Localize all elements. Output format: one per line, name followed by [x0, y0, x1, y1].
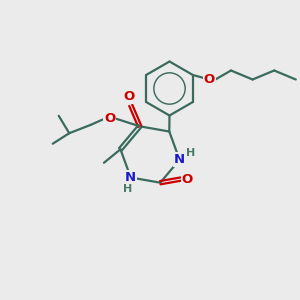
Text: O: O: [204, 73, 215, 86]
Text: H: H: [123, 184, 132, 194]
Text: N: N: [125, 171, 136, 184]
Text: O: O: [124, 90, 135, 104]
Text: O: O: [182, 172, 193, 186]
Text: H: H: [186, 148, 196, 158]
Text: O: O: [104, 112, 116, 125]
Text: N: N: [174, 153, 185, 166]
